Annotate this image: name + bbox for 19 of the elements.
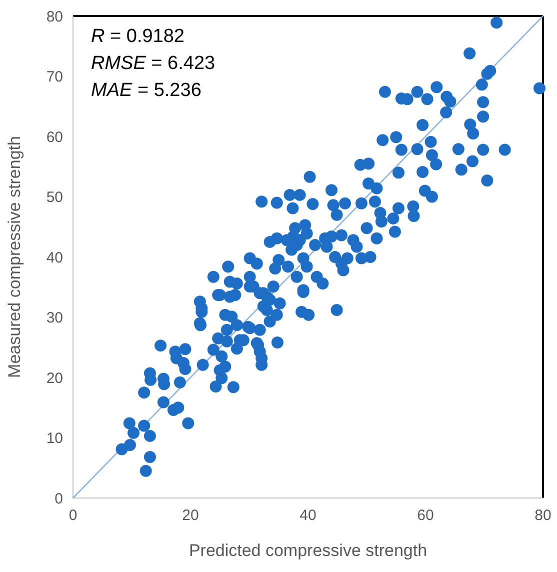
y-tick-label: 30 <box>46 310 63 326</box>
y-tick-label: 40 <box>46 249 63 266</box>
annotation: RMSE = 6.423 <box>91 53 216 74</box>
annotation: MAE = 5.236 <box>91 80 202 101</box>
x-axis-title: Predicted compressive strength <box>188 541 428 560</box>
y-tick-label: 70 <box>46 68 63 86</box>
y-tick-label: 80 <box>46 8 63 26</box>
x-tick-label: 40 <box>300 507 316 524</box>
y-tick-label: 0 <box>54 490 63 508</box>
x-tick-label: 60 <box>417 507 434 524</box>
x-tick-label: 80 <box>534 507 552 524</box>
y-tick-label: 20 <box>46 370 63 387</box>
y-axis-title: Measured compressive strength <box>5 136 24 378</box>
y-tick-label: 50 <box>46 189 63 206</box>
x-tick-label: 20 <box>182 507 199 524</box>
x-tick-label: 0 <box>68 507 78 524</box>
y-tick-label: 60 <box>46 128 63 146</box>
annotation: R = 0.9182 <box>91 26 185 47</box>
y-tick-label: 10 <box>46 430 63 447</box>
